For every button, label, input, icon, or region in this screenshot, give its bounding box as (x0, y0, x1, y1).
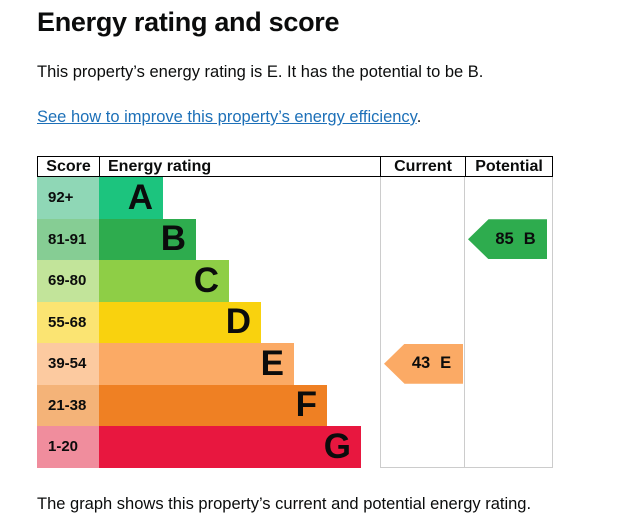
score-cell: 39-54 (37, 343, 99, 385)
header-score: Score (37, 157, 99, 176)
score-cell: 92+ (37, 177, 99, 219)
band-bar-d: D (99, 301, 261, 343)
page-title: Energy rating and score (37, 7, 340, 37)
band-row-d: 55-68 D (37, 301, 553, 343)
score-cell: 55-68 (37, 301, 99, 343)
improve-efficiency-link[interactable]: See how to improve this property’s energ… (37, 108, 417, 126)
potential-rating-letter: B (523, 229, 536, 248)
score-cell: 21-38 (37, 384, 99, 426)
potential-rating-value: 85 (495, 229, 514, 248)
chart-header-row: Score Energy rating Current Potential (37, 156, 553, 177)
band-bar-e: E (99, 343, 294, 385)
band-bar-f: F (99, 384, 327, 426)
current-rating-letter: E (440, 354, 452, 373)
band-row-a: 92+ A (37, 177, 553, 219)
score-cell: 69-80 (37, 260, 99, 302)
band-bar-c: C (99, 260, 229, 302)
band-bar-a: A (99, 177, 163, 219)
band-row-c: 69-80 C (37, 260, 553, 302)
current-column (380, 177, 465, 468)
link-period: . (416, 108, 422, 126)
band-row-f: 21-38 F (37, 384, 553, 426)
header-potential: Potential (465, 157, 553, 176)
improve-efficiency-link-line: See how to improve this property’s energ… (37, 108, 421, 127)
header-energy-rating: Energy rating (99, 157, 380, 176)
potential-column (465, 177, 553, 468)
rating-summary: This property’s energy rating is E. It h… (37, 63, 484, 81)
score-cell: 81-91 (37, 218, 99, 260)
band-bar-b: B (99, 218, 196, 260)
band-bar-g: G (99, 426, 361, 468)
chart-description: The graph shows this property’s current … (37, 495, 532, 513)
band-row-e: 39-54 E (37, 343, 553, 385)
current-rating-value: 43 (411, 354, 431, 373)
band-row-g: 1-20 G (37, 426, 553, 468)
header-current: Current (380, 157, 465, 176)
score-cell: 1-20 (37, 426, 99, 468)
epc-chart: Score Energy rating Current Potential 92… (37, 156, 553, 468)
band-row-b: 81-91 B (37, 218, 553, 260)
